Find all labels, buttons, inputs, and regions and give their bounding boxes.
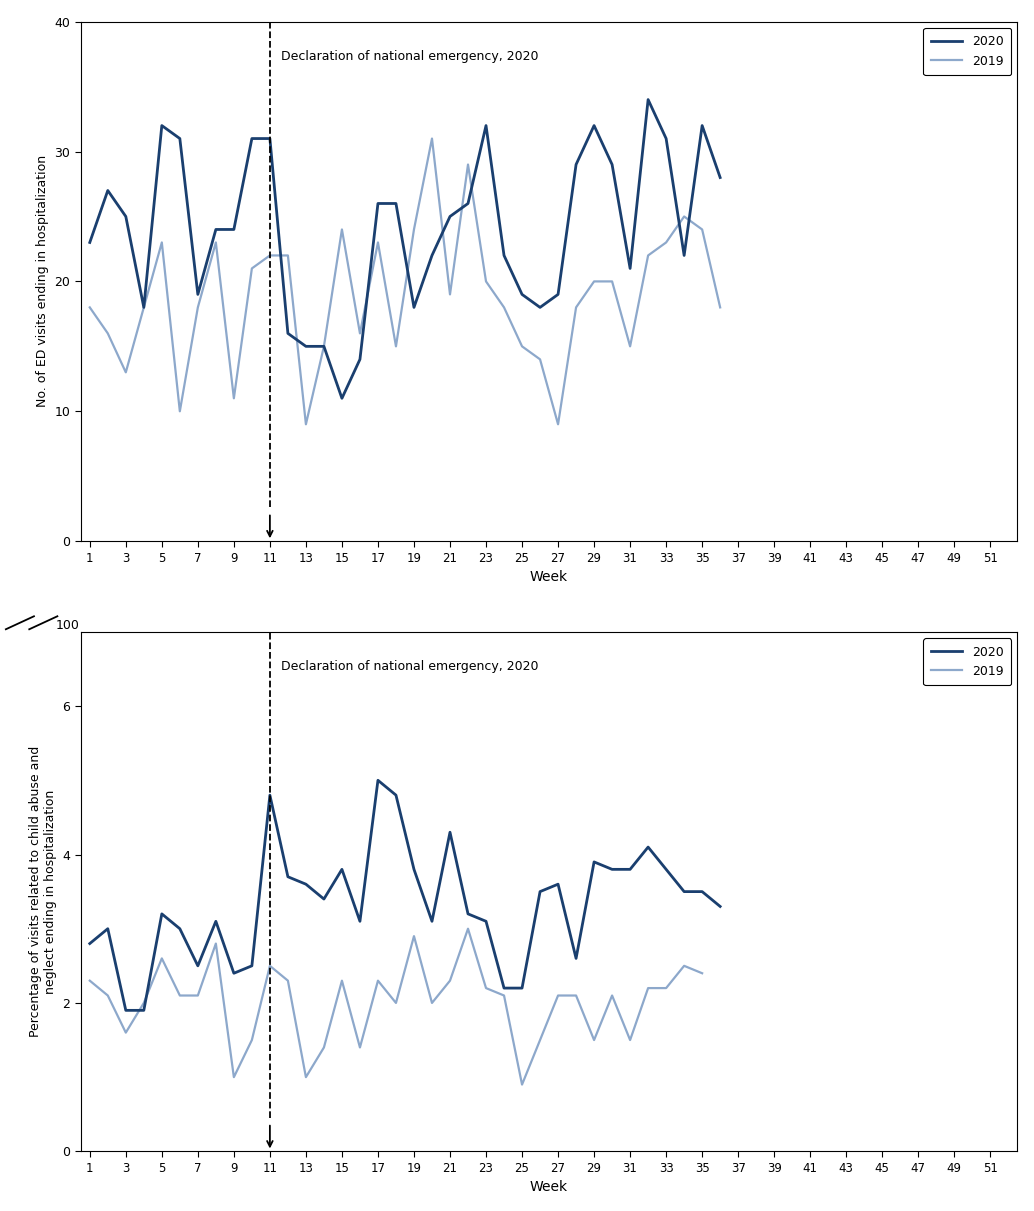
X-axis label: Week: Week <box>530 1181 568 1194</box>
Y-axis label: No. of ED visits ending in hospitalization: No. of ED visits ending in hospitalizati… <box>36 155 49 407</box>
X-axis label: Week: Week <box>530 570 568 584</box>
Legend: 2020, 2019: 2020, 2019 <box>923 28 1011 75</box>
Y-axis label: Percentage of visits related to child abuse and
neglect ending in hospitalizatio: Percentage of visits related to child ab… <box>29 746 57 1038</box>
Legend: 2020, 2019: 2020, 2019 <box>923 638 1011 685</box>
Text: 100: 100 <box>56 619 80 632</box>
Text: Declaration of national emergency, 2020: Declaration of national emergency, 2020 <box>280 660 538 673</box>
Text: Declaration of national emergency, 2020: Declaration of national emergency, 2020 <box>280 50 538 63</box>
